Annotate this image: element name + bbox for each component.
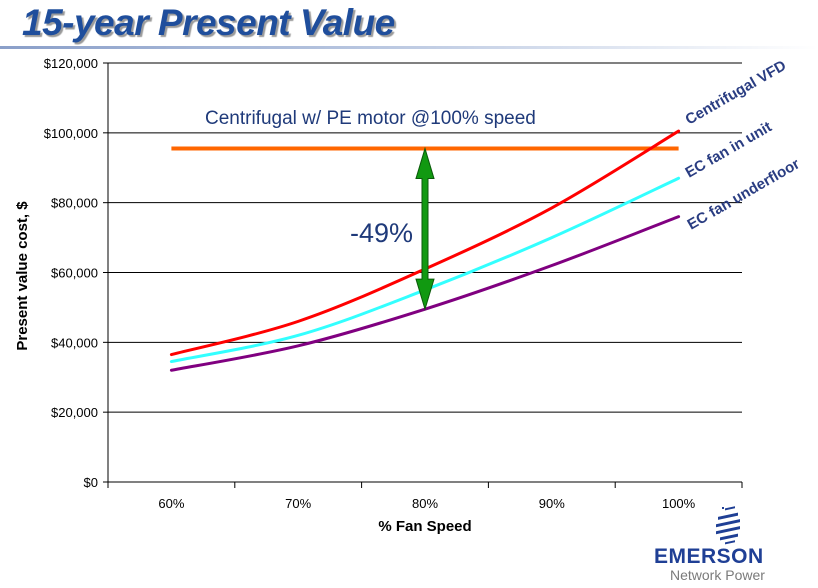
y-tick-label: $100,000 [44,126,98,141]
difference-arrow [415,146,435,311]
y-tick-label: $0 [84,475,98,490]
y-axis-label: Present value cost, $ [14,201,31,351]
title-divider [0,46,818,49]
emerson-emblem-icon [716,506,740,545]
x-tick-labels: 60% 70% 80% 90% 100% [158,496,695,511]
grid-lines [108,62,742,413]
x-tick-label: 100% [662,496,696,511]
y-tick-label: $20,000 [51,405,98,420]
x-tick-label: 60% [158,496,184,511]
difference-arrow-group [415,146,435,311]
logo-wordmark: EMERSON [654,545,764,568]
annotation-label: -49% [350,218,413,248]
series-label-ec-fan-in-unit: EC fan in unit [683,118,775,181]
reference-line-label: Centrifugal w/ PE motor @100% speed [205,108,536,129]
y-tick-label: $60,000 [51,266,98,281]
axes [103,62,743,488]
logo-subtitle: Network Power [670,567,765,583]
y-tick-label: $80,000 [51,196,98,211]
x-tick-label: 80% [412,496,438,511]
series-label-centrifugal-vfd: Centrifugal VFD [683,57,790,128]
x-axis-label: % Fan Speed [378,518,471,535]
x-tick-label: 70% [285,496,311,511]
emerson-logo-mark [716,506,740,545]
x-tick-label: 90% [539,496,565,511]
y-tick-label: $120,000 [44,56,98,71]
y-tick-labels: $0 $20,000 $40,000 $60,000 $80,000 $100,000 $1… [44,56,98,490]
y-tick-label: $40,000 [51,335,98,350]
slide-title: 15-year Present Value [22,2,395,43]
emerson-logo: EMERSON Network Power [640,505,810,583]
